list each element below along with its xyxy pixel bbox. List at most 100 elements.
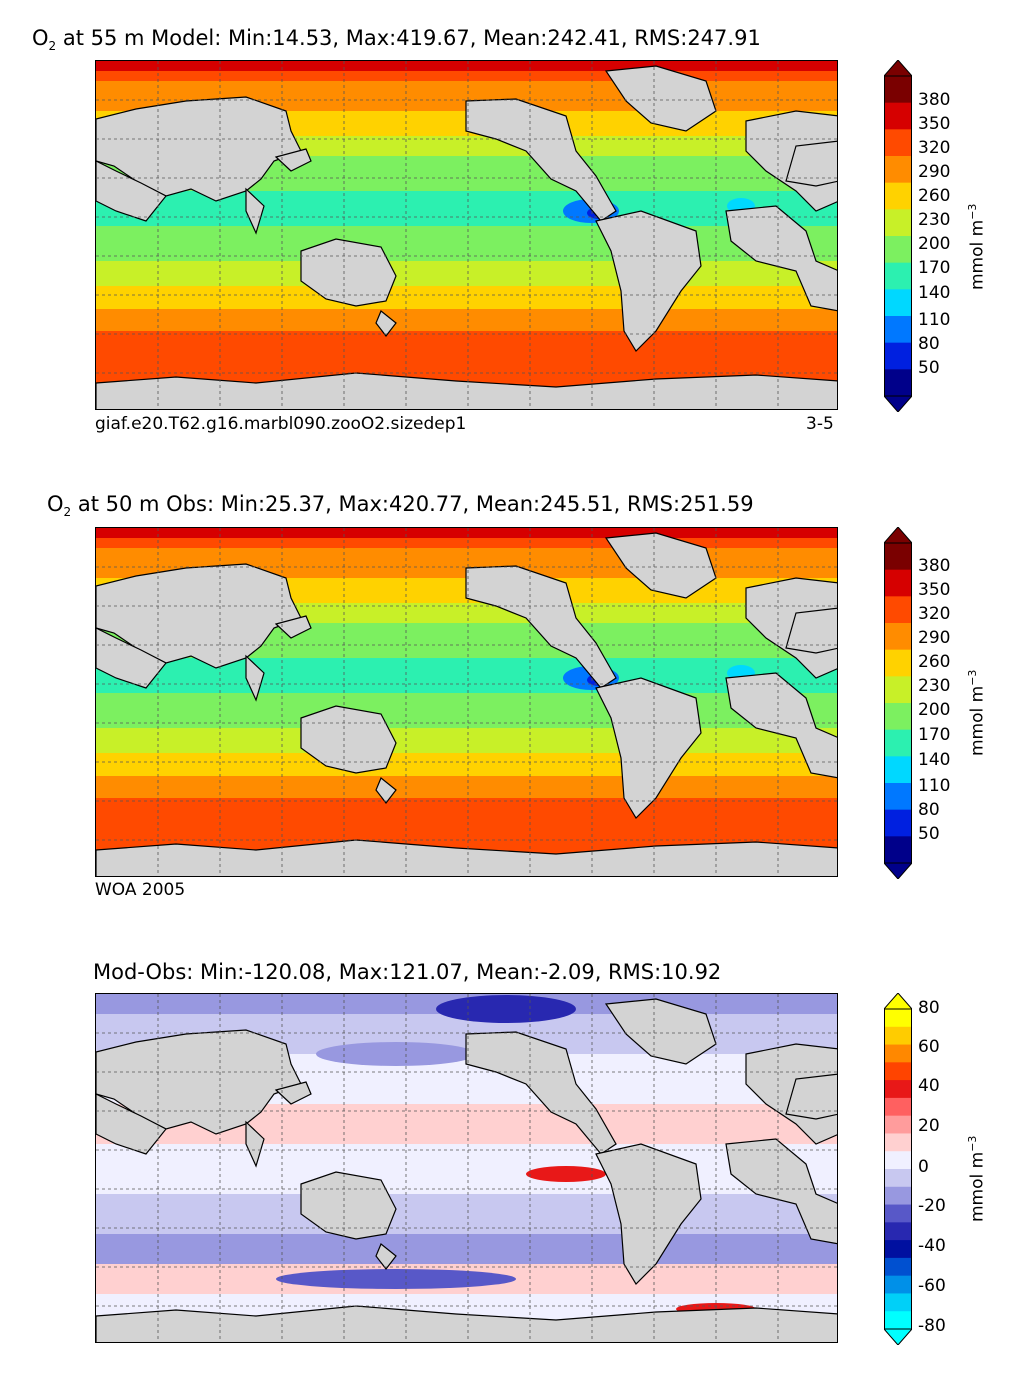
obs-colorbar-outline (884, 542, 912, 864)
model-map-land (785, 140, 837, 187)
obs-tick: 230 (918, 676, 951, 696)
obs-map-ocean-band (96, 776, 837, 798)
diff-colorbar-level (884, 1186, 912, 1206)
obs-colorbar-level (884, 729, 912, 757)
obs-map-antarctica (96, 839, 837, 876)
obs-map-ocean-band (96, 693, 837, 728)
obs-tick: 170 (918, 725, 951, 745)
model-caption-years: 3-5 (806, 414, 834, 434)
model-tick: 140 (918, 283, 951, 303)
model-colorbar-level (884, 342, 912, 370)
diff-colorbar-level (884, 1222, 912, 1241)
model-tick: 50 (918, 358, 940, 378)
model-map-land (595, 210, 702, 352)
diff-colorbar-level (884, 1097, 912, 1117)
diff-colorbar-level (884, 1062, 912, 1081)
model-map-arabian-sea (258, 193, 294, 209)
model-map-land (96, 160, 167, 222)
diff-colorbar-unit: mmol m−3 (966, 1135, 988, 1222)
diff-colorbar-level (884, 1293, 912, 1312)
model-map-land (96, 96, 302, 202)
model-tick: 80 (918, 334, 940, 354)
obs-caption-source: WOA 2005 (95, 880, 186, 900)
diff-colorbar-svg (882, 992, 914, 1346)
model-tick: 200 (918, 234, 951, 254)
diff-map-arctic-low (436, 995, 576, 1023)
model-tick: 110 (918, 310, 951, 330)
obs-tick: 200 (918, 700, 951, 720)
obs-panel-title: O2 at 50 m Obs: Min:25.37, Max:420.77, M… (47, 492, 754, 520)
obs-map (95, 527, 838, 877)
diff-map (95, 993, 838, 1343)
obs-tick: 290 (918, 628, 951, 648)
model-colorbar-level (884, 76, 912, 104)
obs-colorbar-level (884, 596, 912, 624)
model-colorbar-level (884, 129, 912, 157)
diff-map-ocean-band (96, 1194, 837, 1234)
obs-colorbar-svg (882, 526, 914, 880)
obs-colorbar-level (884, 543, 912, 571)
model-colorbar-unit: mmol m−3 (966, 203, 988, 290)
diff-map-land (96, 1029, 302, 1135)
model-colorbar-level (884, 316, 912, 344)
obs-colorbar-level (884, 569, 912, 597)
obs-map-ocean-band (96, 753, 837, 776)
obs-colorbar-level (884, 703, 912, 731)
model-colorbar-level (884, 262, 912, 290)
model-map-ocean-band (96, 286, 837, 309)
obs-colorbar-level (884, 676, 912, 704)
diff-map-southern-low (276, 1269, 516, 1289)
diff-map-ocean-band (96, 1144, 837, 1194)
obs-colorbar-level (884, 783, 912, 811)
diff-map-land (595, 1143, 702, 1285)
obs-map-land (96, 627, 167, 689)
model-map-ocean-band (96, 226, 837, 261)
model-tick: 320 (918, 138, 951, 158)
model-map-land (604, 65, 717, 132)
diff-tick: -40 (918, 1236, 946, 1256)
model-tick: 350 (918, 114, 951, 134)
diff-map-land (274, 1081, 312, 1105)
diff-tick: 60 (918, 1037, 940, 1057)
obs-map-land (96, 563, 302, 669)
obs-tick: 80 (918, 800, 940, 820)
diff-colorbar-level (884, 1026, 912, 1046)
obs-colorbar-level (884, 756, 912, 784)
model-colorbar-level (884, 236, 912, 264)
obs-colorbar-unit: mmol m−3 (966, 669, 988, 756)
obs-map-land (274, 615, 312, 639)
model-map-arctic-band (96, 61, 837, 71)
model-map-svg (96, 61, 837, 409)
obs-map-land (604, 532, 717, 599)
model-tick: 230 (918, 210, 951, 230)
diff-map-pacific-high (526, 1166, 606, 1182)
model-map-land (375, 310, 397, 337)
diff-map-svg (96, 994, 837, 1342)
diff-tick: 80 (918, 998, 940, 1018)
diff-map-pacific-low (316, 1042, 476, 1066)
obs-map-arctic-band (96, 528, 837, 538)
model-tick: 380 (918, 90, 951, 110)
diff-tick: 20 (918, 1116, 940, 1136)
model-map-ocean-band (96, 331, 837, 361)
obs-map-svg (96, 528, 837, 876)
obs-tick: 50 (918, 824, 940, 844)
model-colorbar-level (884, 182, 912, 210)
obs-colorbar-level (884, 623, 912, 651)
obs-tick: 260 (918, 652, 951, 672)
obs-tick: 320 (918, 604, 951, 624)
diff-colorbar-level (884, 1151, 912, 1170)
obs-tick: 110 (918, 776, 951, 796)
diff-map-land (785, 1073, 837, 1120)
model-tick: 290 (918, 162, 951, 182)
obs-tick: 140 (918, 750, 951, 770)
diff-map-land (245, 1120, 265, 1168)
diff-colorbar-level (884, 1133, 912, 1152)
model-colorbar-level (884, 209, 912, 237)
obs-map-ocean-band (96, 728, 837, 753)
diff-colorbar-level (884, 1204, 912, 1223)
obs-map-arabian-sea (258, 660, 294, 676)
model-tick: 170 (918, 258, 951, 278)
diff-colorbar-level (884, 1009, 912, 1028)
diff-map-land (725, 1138, 837, 1245)
